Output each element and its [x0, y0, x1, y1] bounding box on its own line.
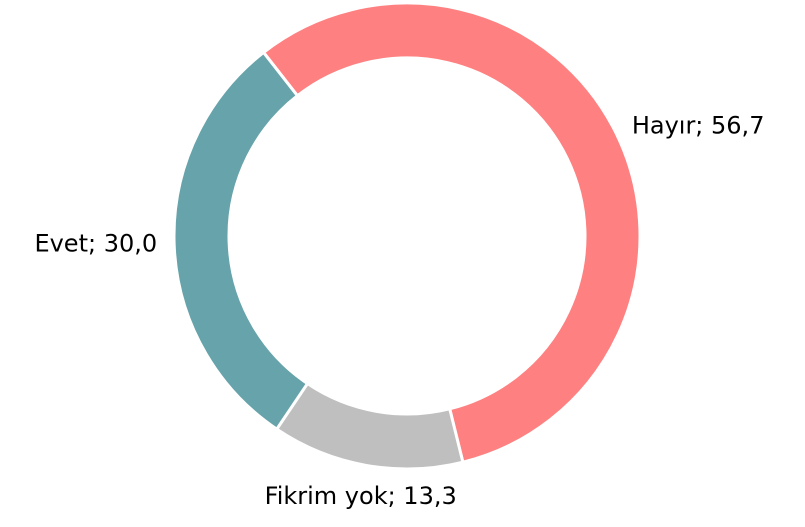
data-label: Hayır; 56,7 [632, 112, 765, 140]
donut-segment [172, 50, 310, 432]
donut-segment [274, 381, 465, 471]
donut-segment [261, 1, 642, 465]
data-label: Fikrim yok; 13,3 [265, 482, 457, 510]
data-label: Evet; 30,0 [34, 230, 157, 258]
